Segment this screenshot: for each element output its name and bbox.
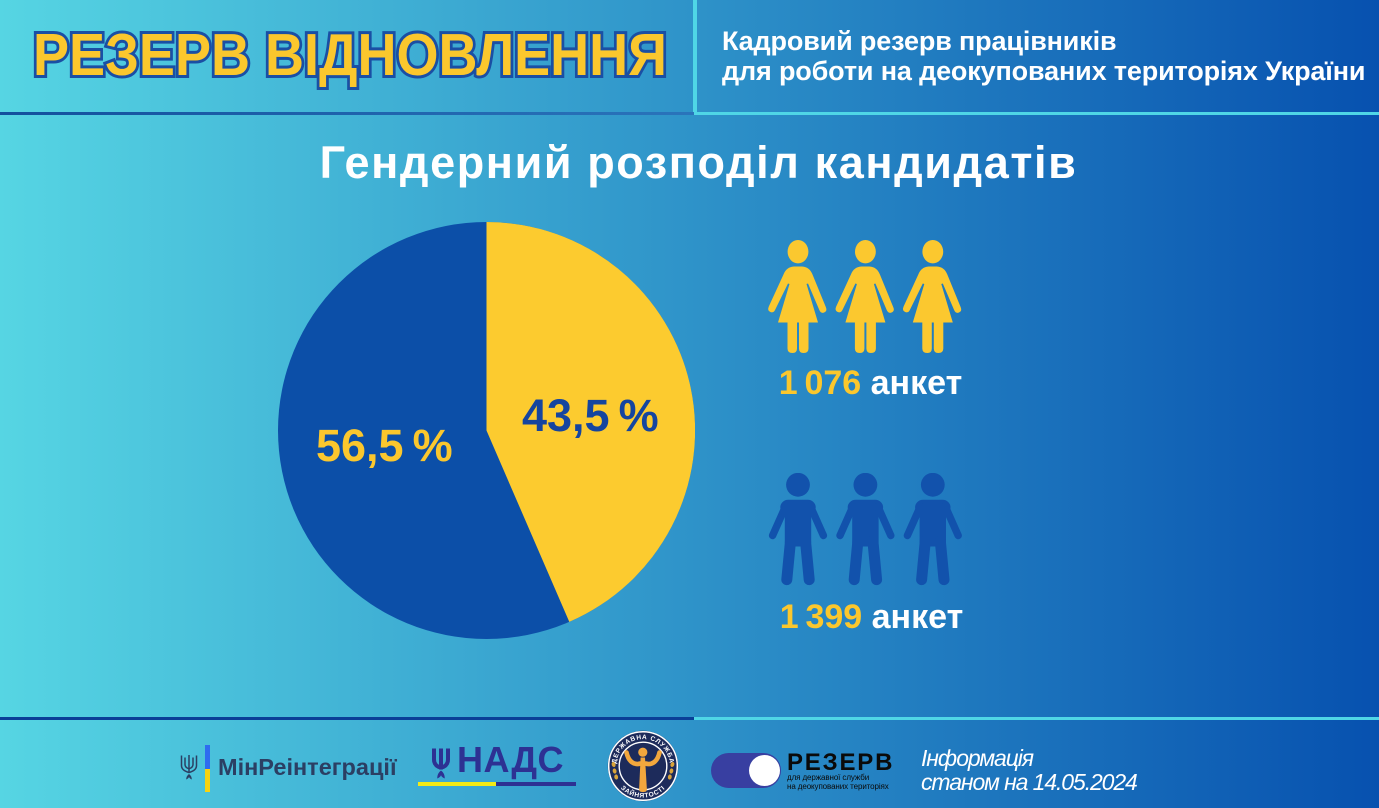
svg-text:РЕЗЕРВ ВІДНОВЛЕННЯ: РЕЗЕРВ ВІДНОВЛЕННЯ xyxy=(33,22,667,88)
